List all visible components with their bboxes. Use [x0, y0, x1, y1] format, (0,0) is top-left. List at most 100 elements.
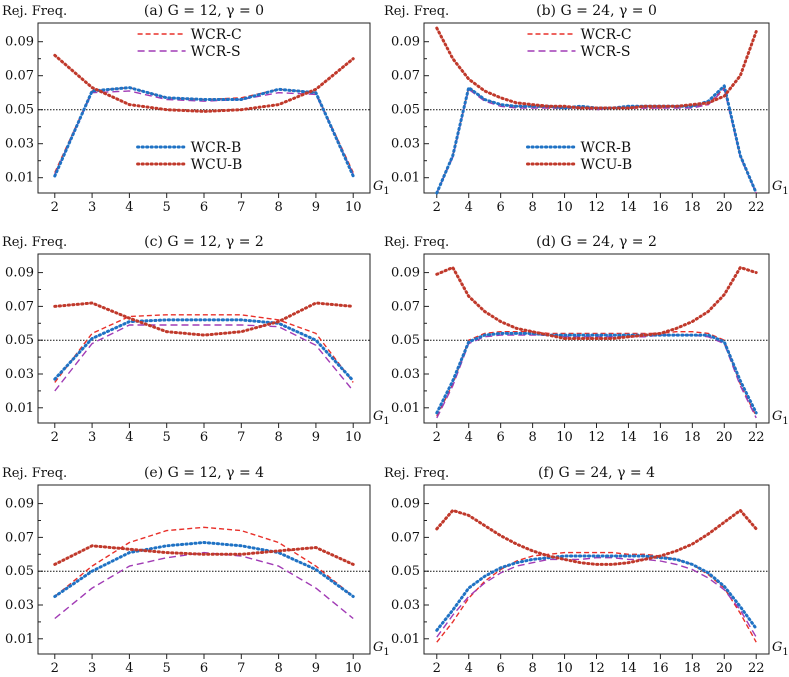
- x-tick-label: 4: [125, 661, 133, 676]
- x-tick-label: 2: [51, 200, 59, 215]
- series-wcr-s: [436, 88, 757, 194]
- series-wcr-b: [435, 554, 758, 632]
- x-tick-label: 8: [528, 430, 536, 445]
- x-tick-label: 10: [345, 200, 362, 215]
- x-tick-label: 4: [465, 200, 473, 215]
- y-tick-label: 0.01: [5, 171, 34, 186]
- y-tick-label: 0.05: [5, 333, 34, 348]
- series-wcr-c: [54, 526, 354, 598]
- x-tick-label: 5: [163, 430, 171, 445]
- series-wcu-b: [53, 301, 355, 337]
- x-tick-label: 4: [125, 200, 133, 215]
- x-tick-label: 2: [433, 200, 441, 215]
- y-tick-label: 0.07: [391, 69, 420, 84]
- y-tick-label: 0.03: [391, 598, 420, 613]
- x-tick-label: 6: [200, 430, 208, 445]
- x-tick-label: 8: [274, 200, 282, 215]
- y-axis-label: Rej. Freq.: [384, 4, 449, 19]
- x-tick-label: 22: [748, 661, 765, 676]
- x-tick-label: 18: [684, 661, 701, 676]
- legend-label: WCU-B: [581, 157, 633, 173]
- x-tick-label: 4: [125, 430, 133, 445]
- x-axis-label: G1: [373, 179, 390, 197]
- y-axis-label: Rej. Freq.: [384, 235, 449, 250]
- x-tick-label: 8: [274, 661, 282, 676]
- x-tick-label: 14: [620, 200, 637, 215]
- y-tick-label: 0.01: [391, 401, 420, 416]
- y-tick-label: 0.03: [5, 137, 34, 152]
- x-tick-label: 6: [497, 430, 505, 445]
- legend-label: WCR-S: [191, 44, 241, 60]
- y-tick-label: 0.09: [5, 266, 34, 281]
- y-axis-label: Rej. Freq.: [2, 4, 67, 19]
- x-axis-label: G1: [373, 409, 390, 427]
- y-tick-label: 0.03: [391, 137, 420, 152]
- x-tick-label: 10: [556, 430, 573, 445]
- panel-e: 0.01 0.03 0.05 0.07 0.09 2 3 4 5 6 7 8 9 10 Rej. Freq.…: [2, 465, 390, 676]
- x-tick-label: 6: [497, 200, 505, 215]
- y-tick-label: 0.09: [5, 497, 34, 512]
- y-tick-label: 0.09: [391, 266, 420, 281]
- y-axis-label: Rej. Freq.: [2, 466, 67, 481]
- x-tick-label: 4: [465, 430, 473, 445]
- series-wcr-s: [54, 324, 354, 392]
- x-tick-label: 20: [716, 430, 733, 445]
- y-tick-label: 0.01: [5, 401, 34, 416]
- x-tick-label: 10: [556, 661, 573, 676]
- y-axis-label: Rej. Freq.: [384, 466, 449, 481]
- y-tick-label: 0.07: [391, 299, 420, 314]
- x-tick-label: 20: [716, 661, 733, 676]
- x-tick-label: 6: [200, 200, 208, 215]
- x-tick-label: 8: [528, 661, 536, 676]
- legend-label: WCU-B: [191, 157, 243, 173]
- x-tick-label: 3: [88, 200, 96, 215]
- series-wcu-b: [435, 26, 758, 110]
- y-tick-label: 0.01: [391, 632, 420, 647]
- x-tick-label: 9: [312, 200, 320, 215]
- x-tick-label: 2: [51, 661, 59, 676]
- x-tick-label: 2: [51, 430, 59, 445]
- x-tick-label: 10: [345, 661, 362, 676]
- x-tick-label: 14: [620, 661, 637, 676]
- x-tick-label: 12: [588, 200, 605, 215]
- panel-d: 0.01 0.03 0.05 0.07 0.09 2 4 6 8 10 12 14 16 18 20 22 Re…: [384, 234, 789, 445]
- y-tick-label: 0.01: [391, 171, 420, 186]
- y-tick-label: 0.05: [391, 564, 420, 579]
- series-wcr-b: [53, 318, 355, 383]
- series-wcu-b: [435, 508, 758, 566]
- series-wcr-b: [435, 331, 758, 415]
- y-tick-label: 0.03: [5, 367, 34, 382]
- legend-label: WCR-C: [581, 27, 632, 43]
- legend-label: WCR-B: [191, 140, 242, 156]
- x-tick-label: 20: [716, 200, 733, 215]
- x-axis-label: G1: [772, 640, 789, 658]
- x-tick-label: 18: [684, 200, 701, 215]
- y-tick-label: 0.07: [5, 299, 34, 314]
- x-tick-label: 10: [556, 200, 573, 215]
- x-tick-label: 9: [312, 430, 320, 445]
- y-tick-label: 0.05: [5, 103, 34, 118]
- x-tick-label: 16: [652, 661, 669, 676]
- x-tick-label: 12: [588, 661, 605, 676]
- legend-label: WCR-S: [581, 44, 631, 60]
- y-tick-label: 0.07: [5, 530, 34, 545]
- series-wcr-b: [53, 86, 355, 178]
- panel-title: (f) G = 24, γ = 4: [538, 465, 655, 481]
- x-tick-label: 7: [237, 430, 245, 445]
- x-tick-label: 3: [88, 661, 96, 676]
- series-wcr-c: [436, 331, 757, 417]
- y-tick-label: 0.05: [5, 564, 34, 579]
- y-tick-label: 0.05: [391, 333, 420, 348]
- series-wcr-b: [53, 541, 355, 598]
- x-tick-label: 3: [88, 430, 96, 445]
- x-tick-label: 22: [748, 430, 765, 445]
- x-tick-label: 8: [528, 200, 536, 215]
- panel-title: (b) G = 24, γ = 0: [536, 3, 657, 19]
- x-tick-label: 12: [588, 430, 605, 445]
- x-tick-label: 9: [312, 661, 320, 676]
- y-tick-label: 0.09: [391, 497, 420, 512]
- panel-a: 0.01 0.03 0.05 0.07 0.09 2 3 4 5 6 7 8 9 10 Rej. Freq.…: [2, 3, 390, 215]
- x-tick-label: 4: [465, 661, 473, 676]
- x-tick-label: 18: [684, 430, 701, 445]
